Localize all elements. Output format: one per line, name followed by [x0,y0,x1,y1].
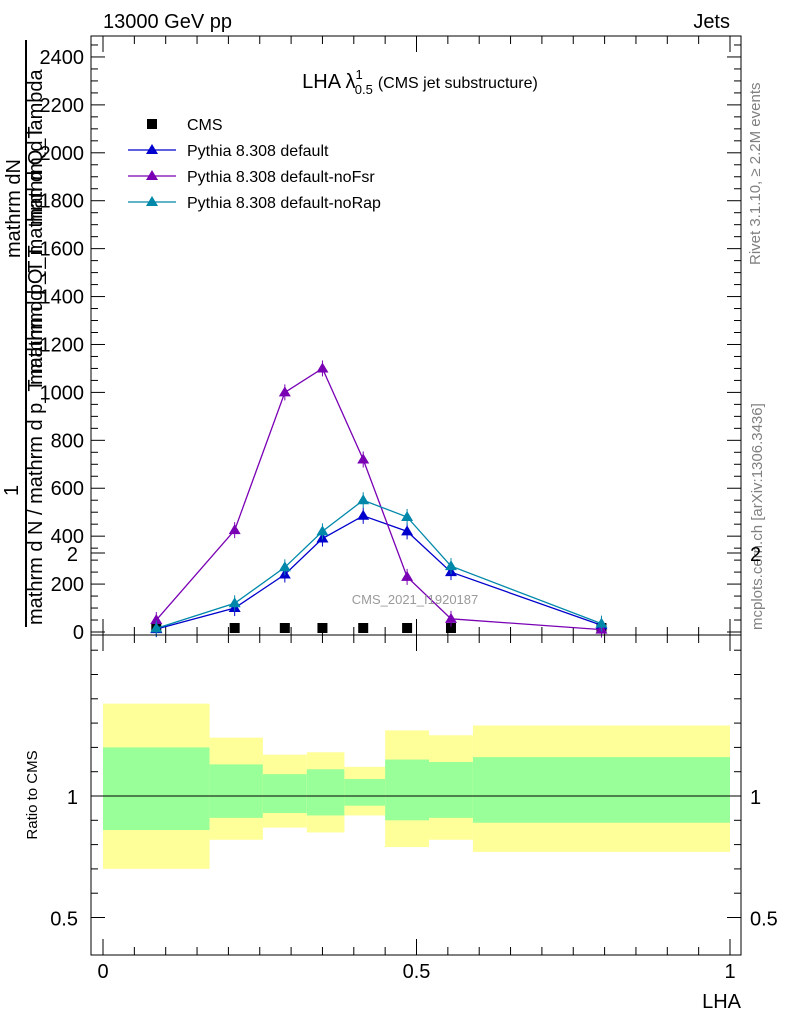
y-tick-label: 200 [51,574,84,596]
series-pythia-8-308-default-norap [150,492,608,637]
y-tick-label: 400 [51,526,84,548]
data-point [357,509,370,520]
jets-label: Jets [693,11,730,33]
data-point [228,524,241,535]
ratio-green-band [385,759,430,821]
legend-entry: Pythia 8.308 default [128,143,329,160]
x-tick-label: 0.5 [403,961,431,983]
y-tick-label: 2200 [40,95,85,117]
data-point [279,623,290,633]
data-point [401,570,414,581]
main-plot: 0 200 400 600 800 1000 1200 1400 1600 1800 2000 220… [40,35,742,644]
main-series [150,360,608,638]
mcplots-label: mcplots.cern.ch [arXiv:1306.3436] [749,403,766,630]
legend-label: Pythia 8.308 default [187,143,329,160]
analysis-watermark: CMS_2021_I1920187 [352,592,479,607]
y-tick-label: 2000 [40,143,85,165]
data-point [228,597,241,608]
data-point [444,560,457,571]
ratio-y-tick-label: 2 [67,544,78,566]
data-point [278,561,291,572]
data-point [402,623,413,633]
series-line [155,367,602,631]
data-point [278,386,291,397]
data-point [401,510,414,521]
series-line [156,515,602,630]
y-tick-label: 0 [73,622,84,644]
series-pythia-8-308-default [150,507,608,638]
ratio-y-tick-label-right: 1 [750,787,761,809]
ratio-green-band [262,774,307,814]
ylabel-pt-qt: mathrm d p_T mathrm d Q_T [25,126,47,385]
main-y-axis-label: mathrm dN mathrm d lambda mathrm d p_T m… [1,40,47,627]
y-tick-label: 600 [51,478,84,500]
ratio-green-band [306,769,345,816]
data-point [595,617,608,628]
legend-marker [146,170,158,180]
legend-marker [147,119,157,129]
legend-marker [146,196,158,206]
ratio-green-band [344,778,386,806]
ratio-y-tick-label-right: 0.5 [750,909,778,931]
legend-entry: Pythia 8.308 default-noRap [128,195,381,212]
energy-label: 13000 GeV pp [103,11,232,33]
ratio-plot: 0.5 0.5 1 1 2 2 0 0.5 1 Ratio to CMS [24,544,778,983]
ylabel-denominator: mathrm d N / mathrm d p_T mathrm d Q_T [25,245,47,625]
data-point [150,614,163,625]
data-point [150,622,163,633]
y-tick-label: 800 [51,430,84,452]
legend-label: CMS [187,117,223,134]
ratio-y-tick-label: 1 [67,787,78,809]
x-tick-label: 0 [97,961,108,983]
data-point [357,453,370,464]
data-point [444,612,457,623]
legend-label: Pythia 8.308 default-noRap [187,195,381,212]
ratio-y-tick-label-right: 2 [750,544,761,566]
ylabel-one: 1 [1,485,23,496]
y-tick-label: 1000 [40,382,85,404]
data-point [445,623,456,633]
ylabel-lambda: mathrm d lambda [25,69,47,225]
data-point [316,362,329,373]
y-tick-label: 2400 [40,47,85,69]
ratio-y-tick-label: 0.5 [50,909,78,931]
ratio-green-band [429,761,473,818]
x-axis-label: LHA [702,991,742,1013]
data-point [229,623,240,633]
y-tick-label: 1600 [40,239,85,261]
data-point [357,494,370,505]
rivet-version-label: Rivet 3.1.10, ≥ 2.2M events [747,83,764,266]
data-point [316,525,329,536]
data-point [401,525,414,536]
data-point [317,623,328,633]
legend: CMS Pythia 8.308 default Pythia 8.308 defa… [128,117,381,212]
legend-entry: CMS [147,117,223,134]
ratio-axis-ticks: 0.5 0.5 1 1 2 2 0 0.5 1 [50,544,778,983]
y-tick-label: 1200 [40,334,85,356]
y-tick-label: 1800 [40,191,85,213]
x-tick-label: 1 [724,961,735,983]
ratio-green-band [209,764,263,818]
ylabel-numerator: mathrm dN [3,159,25,258]
chart-title: LHA λ1 0.5 (CMS jet substructure) [302,67,538,97]
ratio-green-band [472,757,730,823]
series-line [156,499,602,630]
ratio-bands [103,703,730,869]
ratio-y-axis-label: Ratio to CMS [24,750,41,839]
ratio-green-band [103,747,210,831]
ratio-frame [90,634,742,956]
data-point [358,623,369,633]
y-tick-label: 1400 [40,287,85,309]
legend-marker [146,144,158,154]
main-axis-ticks: 0 200 400 600 800 1000 1200 1400 1600 1800 2000 220… [40,36,741,644]
legend-label: Pythia 8.308 default-noFsr [187,169,375,186]
legend-entry: Pythia 8.308 default-noFsr [128,169,375,186]
